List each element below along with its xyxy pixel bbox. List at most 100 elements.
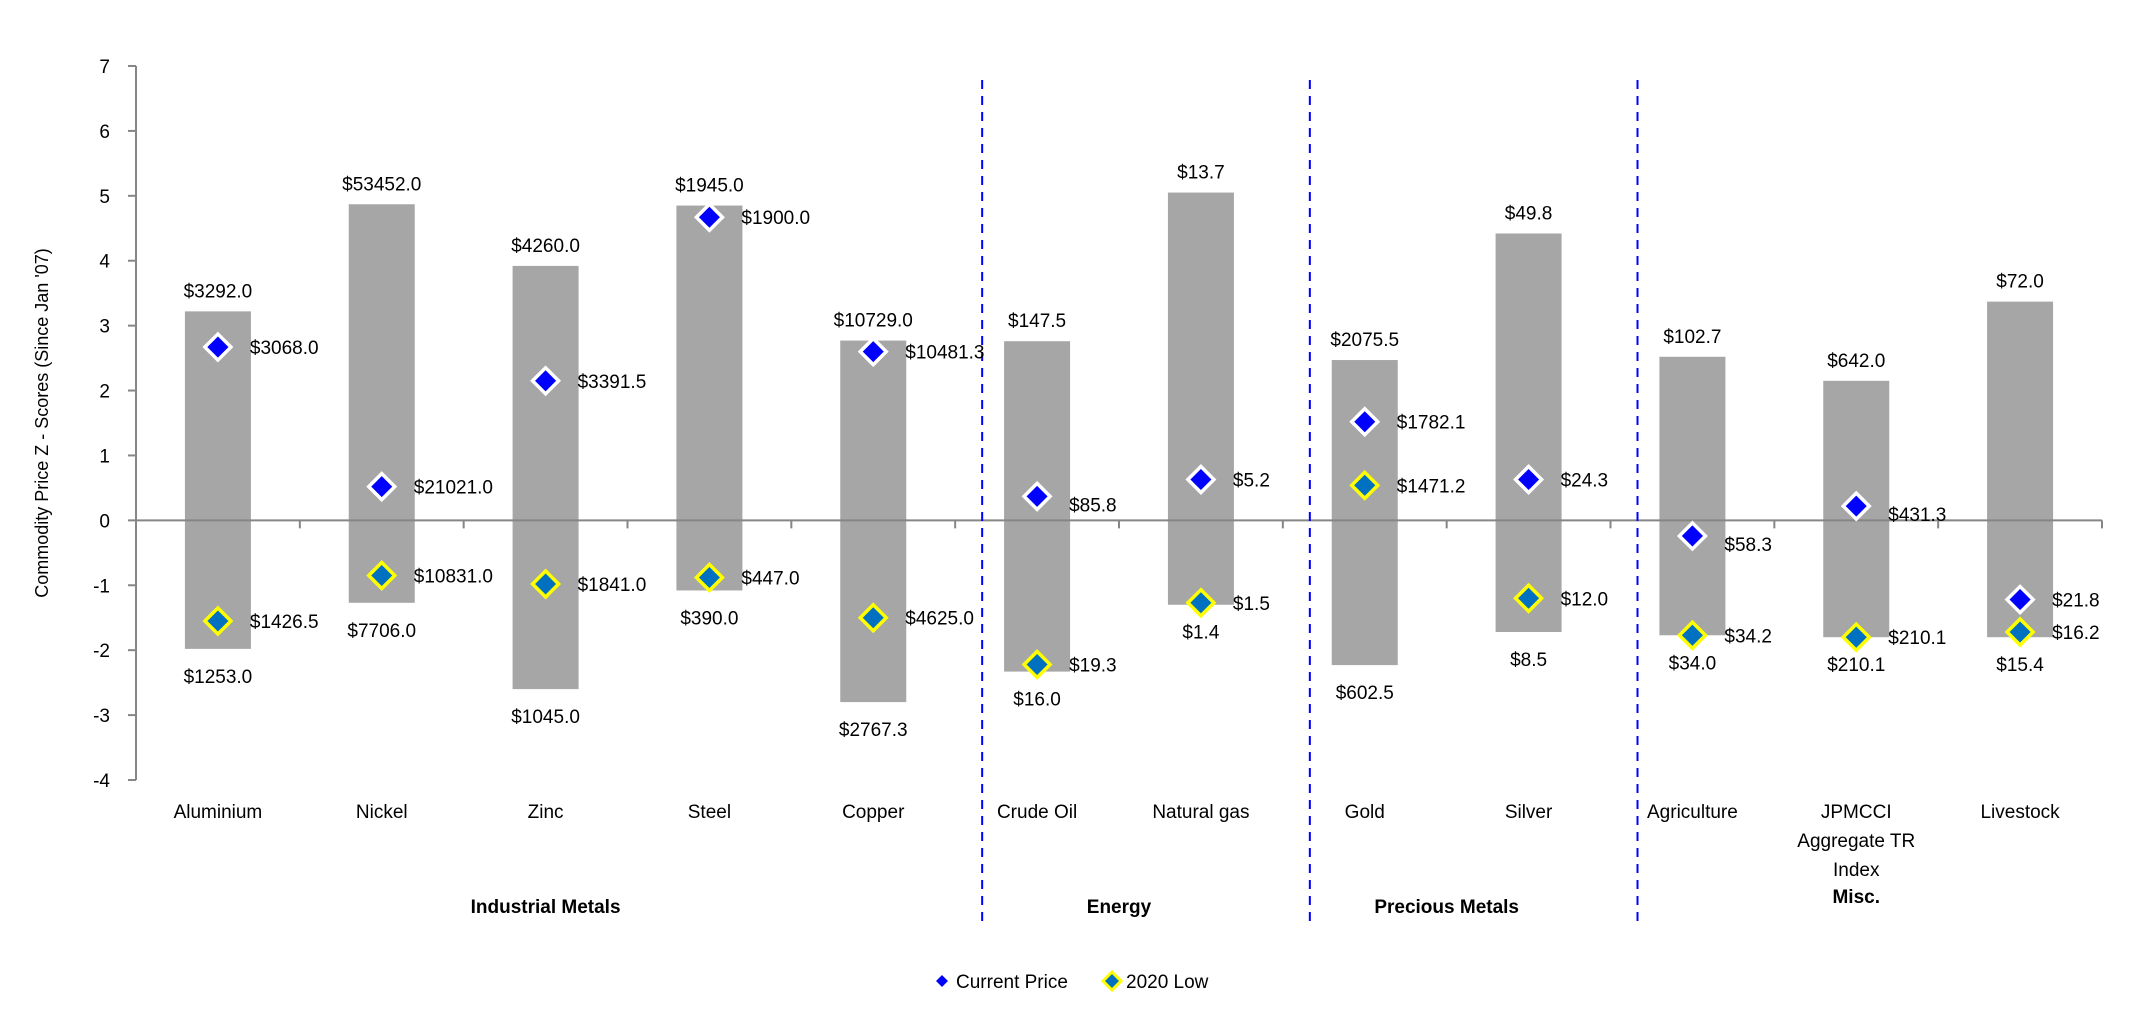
category-label: Silver [1505, 802, 1553, 823]
group-label: Industrial Metals [471, 897, 621, 918]
2020-low-marker [1185, 587, 1217, 619]
current-price-marker [857, 336, 889, 368]
range-low-label: $390.0 [680, 608, 738, 629]
2020-low-marker [693, 562, 725, 593]
current-price-marker [2004, 584, 2036, 616]
y-tick-label: -2 [93, 641, 110, 662]
2020-low-marker [366, 560, 398, 592]
2020-low-label: $4625.0 [905, 609, 974, 630]
current-price-label: $85.8 [1069, 495, 1117, 516]
group-label: Precious Metals [1374, 897, 1519, 918]
legend-2020-low-label: 2020 Low [1126, 972, 1209, 993]
range-high-label: $53452.0 [342, 174, 421, 195]
current-price-marker [1185, 463, 1217, 495]
2020-low-label: $447.0 [741, 568, 799, 589]
y-tick-label: 7 [99, 57, 110, 78]
2020-low-marker [1021, 648, 1053, 680]
range-high-label: $147.5 [1008, 311, 1066, 332]
current-price-marker [1840, 490, 1872, 522]
category-label: Gold [1345, 802, 1385, 823]
current-price-label: $3391.5 [578, 372, 647, 393]
range-bar [1659, 356, 1726, 636]
group-label: Energy [1087, 897, 1152, 918]
category-label: Aluminium [174, 802, 263, 823]
range-low-label: $15.4 [1996, 655, 2044, 676]
current-price-marker [1513, 463, 1545, 495]
current-price-marker [693, 201, 725, 233]
current-price-label: $3068.0 [250, 338, 319, 359]
category-label: Natural gas [1152, 802, 1249, 823]
category-label: Steel [688, 802, 731, 823]
group-label: Misc. [1832, 887, 1880, 908]
current-price-marker [1021, 480, 1053, 512]
range-bar [184, 311, 251, 649]
range-high-label: $2075.5 [1330, 330, 1399, 351]
range-bar [676, 205, 743, 591]
y-axis-title: Commodity Price Z - Scores (Since Jan '0… [32, 248, 52, 598]
2020-low-label: $19.3 [1069, 655, 1117, 676]
current-price-label: $1782.1 [1397, 413, 1466, 434]
2020-low-marker [1840, 621, 1872, 653]
2020-low-marker [530, 568, 562, 600]
range-low-label: $16.0 [1013, 690, 1061, 711]
legend-current-price-icon [933, 972, 951, 990]
range-low-label: $7706.0 [347, 621, 416, 642]
current-price-marker [366, 471, 398, 503]
2020-low-label: $210.1 [1888, 628, 1946, 649]
y-tick-label: -3 [93, 706, 110, 727]
range-low-label: $2767.3 [839, 720, 908, 741]
2020-low-label: $12.0 [1561, 589, 1609, 610]
range-high-label: $49.8 [1505, 203, 1553, 224]
range-high-label: $4260.0 [511, 236, 580, 257]
range-bar [348, 204, 415, 603]
range-bar [1167, 192, 1234, 605]
range-high-label: $3292.0 [184, 281, 253, 302]
y-tick-label: -1 [93, 576, 110, 597]
range-bar [1987, 301, 2054, 638]
current-price-label: $24.3 [1561, 470, 1609, 491]
y-tick-label: 4 [99, 252, 110, 273]
range-bar [1495, 233, 1562, 633]
y-tick-label: 2 [99, 382, 110, 403]
range-low-label: $602.5 [1336, 683, 1394, 704]
y-tick-label: 6 [99, 122, 110, 143]
range-high-label: $10729.0 [834, 311, 913, 332]
category-label: Nickel [356, 802, 408, 823]
range-low-label: $1.4 [1182, 623, 1219, 644]
range-high-label: $13.7 [1177, 163, 1225, 184]
range-low-label: $210.1 [1827, 655, 1885, 676]
category-label: Aggregate TR [1797, 831, 1915, 852]
current-price-label: $5.2 [1233, 470, 1270, 491]
range-bar [512, 265, 579, 690]
current-price-label: $21021.0 [414, 478, 493, 499]
range-low-label: $8.5 [1510, 650, 1547, 671]
range-high-label: $642.0 [1827, 351, 1885, 372]
current-price-label: $10481.3 [905, 343, 984, 364]
range-high-label: $1945.0 [675, 176, 744, 197]
category-label: Livestock [1980, 802, 2060, 823]
range-high-label: $72.0 [1996, 272, 2044, 293]
2020-low-marker [857, 602, 889, 634]
current-price-label: $21.8 [2052, 591, 2100, 612]
2020-low-marker [202, 605, 234, 637]
category-label: Copper [842, 802, 905, 823]
current-price-label: $1900.0 [741, 208, 810, 229]
range-high-label: $102.7 [1663, 327, 1721, 348]
2020-low-label: $1841.0 [578, 575, 647, 596]
range-low-label: $1253.0 [184, 667, 253, 688]
current-price-marker [202, 331, 234, 363]
current-price-label: $431.3 [1888, 505, 1946, 526]
current-price-marker [1676, 520, 1708, 552]
2020-low-marker [2004, 616, 2036, 648]
2020-low-marker [1676, 619, 1708, 651]
y-tick-label: 1 [99, 446, 110, 467]
y-tick-label: 0 [99, 511, 110, 532]
y-tick-label: -4 [93, 771, 110, 792]
category-label: Index [1833, 860, 1880, 881]
y-tick-label: 5 [99, 187, 110, 208]
y-tick-label: 3 [99, 317, 110, 338]
2020-low-label: $16.2 [2052, 623, 2100, 644]
current-price-marker [530, 365, 562, 397]
current-price-marker [1349, 406, 1381, 438]
